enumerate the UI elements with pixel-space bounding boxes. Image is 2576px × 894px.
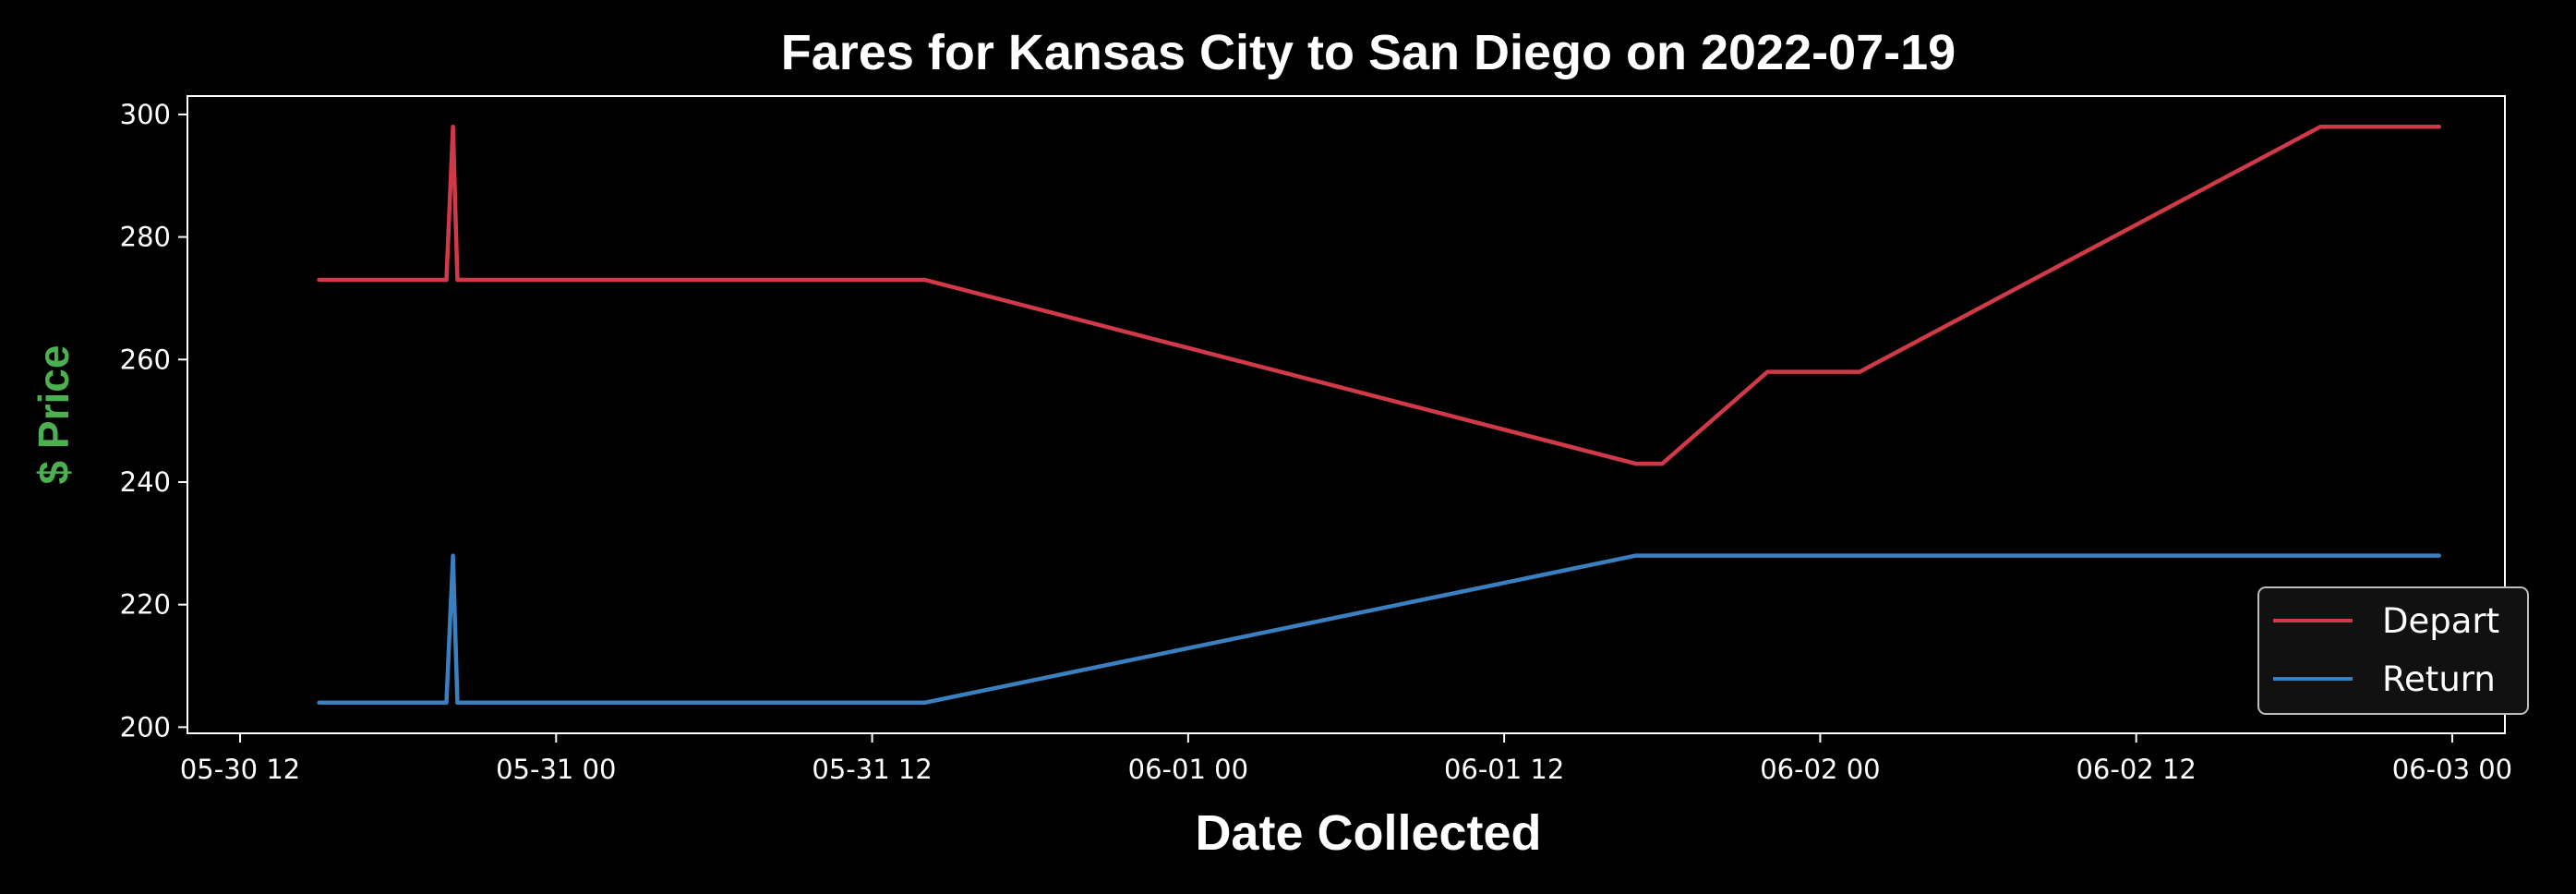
y-axis-label: $ Price (30, 345, 78, 485)
y-tick-label: 260 (120, 344, 171, 375)
y-tick-label: 200 (120, 711, 171, 743)
series-line-return (317, 553, 2441, 706)
plot-area-frame (187, 95, 2506, 734)
x-tick-label: 05-31 00 (496, 754, 616, 785)
x-tick-label: 06-02 00 (1760, 754, 1880, 785)
series-line-depart (317, 124, 2441, 466)
y-axis: 200 220 240 260 280 300 (120, 99, 187, 743)
x-axis-label: Date Collected (1195, 805, 1541, 861)
y-tick-label: 300 (120, 99, 171, 130)
series-layer (317, 124, 2441, 706)
legend-depart-label: Depart (2382, 601, 2499, 641)
x-tick-label: 06-01 12 (1444, 754, 1564, 785)
x-tick-label: 05-30 12 (180, 754, 300, 785)
legend-return-label: Return (2382, 659, 2496, 699)
legend: Depart Return (2257, 586, 2529, 715)
y-tick-label: 240 (120, 466, 171, 498)
y-tick-label: 280 (120, 222, 171, 253)
x-tick-label: 06-02 12 (2076, 754, 2196, 785)
y-tick-label: 220 (120, 589, 171, 621)
x-axis: 05-30 12 05-31 00 05-31 12 06-01 00 06-01 12… (180, 733, 2512, 785)
chart-title: Fares for Kansas City to San Diego on 20… (781, 25, 1956, 80)
x-tick-label: 06-01 00 (1128, 754, 1248, 785)
x-tick-label: 06-03 00 (2392, 754, 2512, 785)
x-tick-label: 05-31 12 (812, 754, 932, 785)
